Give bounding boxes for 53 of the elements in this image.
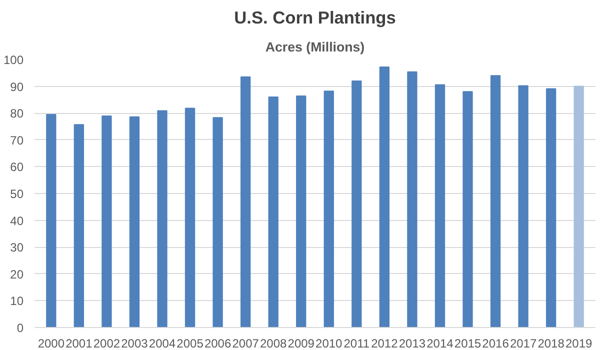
x-tick-label: 2004 — [148, 336, 176, 350]
x-tick-label: 2017 — [510, 336, 537, 350]
y-tick-label: 60 — [10, 160, 24, 174]
x-tick-label: 2002 — [93, 336, 120, 350]
y-tick-label: 40 — [10, 214, 24, 228]
x-tick-label: 2006 — [204, 336, 232, 350]
x-tick-label: 2007 — [232, 336, 260, 350]
x-tick-label: 2005 — [176, 336, 204, 350]
bar — [518, 85, 528, 328]
y-tick-label: 50 — [10, 187, 24, 201]
x-tick-label: 2015 — [454, 336, 482, 350]
bar — [46, 114, 56, 328]
bar — [240, 76, 251, 328]
y-tick-label: 80 — [10, 106, 24, 121]
bar — [74, 124, 84, 328]
x-tick-label: 2014 — [426, 336, 454, 350]
bar — [434, 84, 446, 328]
x-tick-label: 2018 — [538, 336, 565, 350]
bar — [407, 71, 418, 328]
bar — [157, 110, 168, 328]
x-tick-label: 2019 — [565, 336, 593, 350]
y-tick-label: 0 — [16, 321, 24, 335]
x-tick-label: 2012 — [371, 336, 398, 350]
y-tick-label: 70 — [10, 133, 24, 148]
x-tick-label: 2003 — [121, 336, 148, 350]
bar — [546, 88, 556, 328]
bar — [462, 91, 473, 328]
bar — [379, 66, 390, 328]
bar — [296, 95, 306, 328]
y-tick-label: 10 — [10, 294, 24, 308]
y-tick-label: 100 — [3, 53, 24, 67]
x-tick-label: 2010 — [316, 336, 343, 350]
y-tick-label: 30 — [10, 240, 24, 255]
chart-title: U.S. Corn Plantings — [234, 8, 396, 28]
y-tick-label: 20 — [10, 267, 24, 282]
x-tick-label: 2000 — [38, 336, 65, 350]
bar — [212, 117, 223, 328]
bar — [324, 90, 334, 328]
x-tick-label: 2008 — [260, 336, 288, 350]
x-tick-label: 2001 — [66, 336, 93, 350]
bar — [268, 96, 278, 328]
bar — [102, 116, 112, 328]
bar — [352, 80, 362, 328]
chart-subtitle: Acres (Millions) — [265, 40, 365, 54]
x-tick-label: 2009 — [288, 336, 315, 350]
x-tick-label: 2013 — [398, 336, 426, 350]
bar — [574, 86, 584, 328]
bar — [129, 116, 140, 328]
bar — [184, 108, 196, 328]
y-tick-label: 90 — [10, 80, 24, 94]
x-tick-label: 2011 — [344, 336, 370, 350]
x-tick-label: 2016 — [482, 336, 510, 350]
bar — [490, 75, 501, 328]
